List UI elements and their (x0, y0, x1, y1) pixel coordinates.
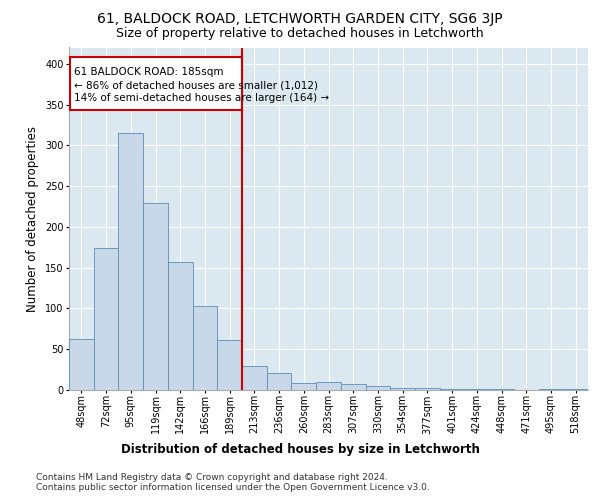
Bar (267, 373, 292, 390)
Text: 61 BALDOCK ROAD: 185sqm: 61 BALDOCK ROAD: 185sqm (74, 67, 223, 77)
Text: 14% of semi-detached houses are larger (164) →: 14% of semi-detached houses are larger (… (74, 93, 329, 103)
Bar (489, 389, 514, 390)
Bar (70, 58, 242, 110)
Bar (390, 388, 415, 390)
Bar (440, 389, 464, 390)
Bar (217, 340, 242, 390)
Bar (118, 133, 143, 390)
Y-axis label: Number of detached properties: Number of detached properties (26, 126, 39, 312)
Bar (242, 366, 267, 390)
Bar (143, 204, 168, 390)
Text: 61, BALDOCK ROAD, LETCHWORTH GARDEN CITY, SG6 3JP: 61, BALDOCK ROAD, LETCHWORTH GARDEN CITY… (97, 12, 503, 26)
Bar (69, 340, 94, 390)
Bar (94, 248, 118, 390)
Bar (563, 389, 588, 390)
Text: Distribution of detached houses by size in Letchworth: Distribution of detached houses by size … (121, 442, 479, 456)
Bar (341, 384, 365, 390)
Bar (168, 262, 193, 390)
Text: ← 86% of detached houses are smaller (1,012): ← 86% of detached houses are smaller (1,… (74, 80, 318, 90)
Bar (365, 386, 390, 390)
Bar (292, 382, 316, 390)
Text: Size of property relative to detached houses in Letchworth: Size of property relative to detached ho… (116, 28, 484, 40)
Text: Contains HM Land Registry data © Crown copyright and database right 2024.
Contai: Contains HM Land Registry data © Crown c… (36, 472, 430, 492)
Bar (415, 388, 440, 390)
Bar (316, 382, 341, 390)
Bar (464, 389, 489, 390)
Bar (193, 306, 217, 390)
Bar (539, 389, 563, 390)
